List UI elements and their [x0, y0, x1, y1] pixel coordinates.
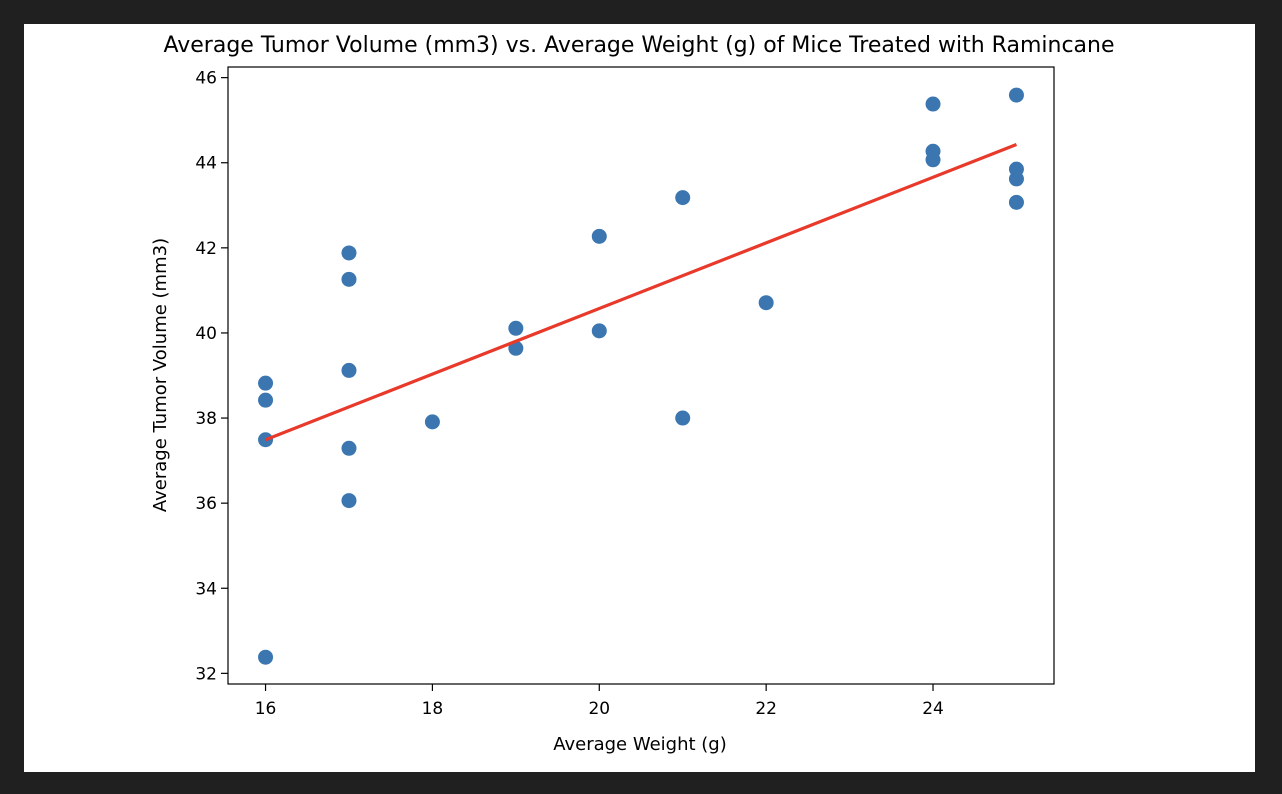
y-tick-label: 36 — [195, 494, 217, 514]
data-point — [341, 271, 357, 287]
x-axis-label: Average Weight (g) — [553, 734, 727, 755]
y-tick-label: 40 — [195, 324, 217, 344]
data-point — [591, 228, 607, 244]
data-point — [341, 245, 357, 261]
data-point — [1008, 194, 1024, 210]
axes-frame — [227, 66, 1055, 685]
regression-line — [264, 142, 1018, 442]
data-point — [1008, 171, 1024, 187]
y-tick-label: 46 — [195, 69, 217, 89]
data-point — [675, 410, 691, 426]
data-point — [675, 190, 691, 206]
x-tick-label: 20 — [588, 699, 610, 719]
y-axis-label: Average Tumor Volume (mm3) — [150, 238, 171, 512]
y-tick-label: 42 — [195, 239, 217, 259]
data-point — [341, 493, 357, 509]
x-tick-label: 22 — [755, 699, 777, 719]
data-point — [508, 340, 524, 356]
x-tick-label: 18 — [422, 699, 444, 719]
y-tick-label: 32 — [195, 664, 217, 684]
y-axis-ticks: 32 34 36 38 40 42 44 46 — [195, 69, 228, 684]
scatter-chart: Average Tumor Volume (mm3) vs. Average W… — [150, 33, 1115, 755]
x-axis-ticks: 16 18 20 22 24 — [255, 684, 944, 719]
data-point — [424, 414, 440, 430]
plot-area — [258, 87, 1024, 665]
data-point — [258, 375, 274, 391]
chart-figure: Average Tumor Volume (mm3) vs. Average W… — [24, 24, 1255, 772]
data-point — [341, 362, 357, 378]
data-point — [258, 392, 274, 408]
data-point — [925, 96, 941, 112]
y-tick-label: 38 — [195, 409, 217, 429]
chart-title: Average Tumor Volume (mm3) vs. Average W… — [163, 33, 1114, 58]
data-point — [758, 295, 774, 311]
data-point — [508, 320, 524, 336]
y-tick-label: 34 — [195, 579, 217, 599]
x-tick-label: 24 — [922, 699, 944, 719]
data-point — [341, 440, 357, 456]
data-point — [1008, 87, 1024, 103]
y-tick-label: 44 — [195, 154, 217, 174]
data-point — [925, 152, 941, 168]
data-point — [258, 649, 274, 665]
x-tick-label: 16 — [255, 699, 277, 719]
data-point — [591, 323, 607, 339]
